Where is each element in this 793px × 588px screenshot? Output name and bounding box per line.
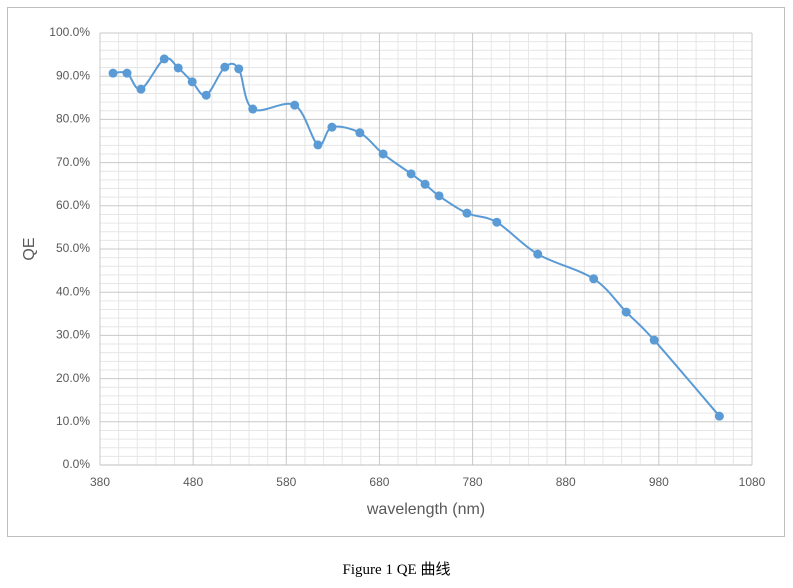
- data-point: [290, 100, 300, 110]
- data-point: [159, 54, 169, 64]
- data-point: [122, 68, 132, 78]
- chart: wavelength (nm) QE 380 480 580 680 780 880 980…: [7, 7, 785, 537]
- y-tick-label: 40.0%: [56, 284, 90, 298]
- y-tick-label: 0.0%: [63, 457, 91, 471]
- data-point: [327, 122, 337, 132]
- data-point: [378, 149, 388, 159]
- data-point: [406, 169, 416, 179]
- chart-frame: [7, 7, 785, 537]
- data-point: [108, 68, 118, 78]
- y-tick-label: 90.0%: [56, 68, 90, 82]
- data-point: [649, 335, 659, 345]
- data-point: [434, 191, 444, 201]
- data-point: [589, 274, 599, 284]
- y-tick-label: 60.0%: [56, 198, 90, 212]
- data-point: [173, 63, 183, 73]
- y-tick-label: 80.0%: [56, 112, 90, 126]
- y-tick-label: 70.0%: [56, 155, 90, 169]
- x-tick-label: 680: [369, 475, 389, 489]
- data-point: [462, 208, 472, 218]
- x-tick-label: 880: [556, 475, 576, 489]
- data-point: [492, 217, 502, 227]
- data-point: [533, 249, 543, 259]
- data-point: [313, 140, 323, 150]
- x-tick-label: 980: [649, 475, 669, 489]
- data-point: [420, 179, 430, 189]
- data-point: [714, 411, 724, 421]
- data-point: [220, 62, 230, 72]
- y-tick-label: 50.0%: [56, 241, 90, 255]
- data-point: [136, 84, 146, 94]
- x-axis-label: wavelength (nm): [366, 501, 485, 518]
- y-tick-label: 20.0%: [56, 371, 90, 385]
- x-tick-label: 580: [276, 475, 296, 489]
- y-axis-label: QE: [21, 237, 38, 260]
- x-tick-label: 380: [90, 475, 110, 489]
- x-tick-label: 780: [463, 475, 483, 489]
- data-point: [248, 104, 258, 114]
- y-tick-label: 100.0%: [49, 25, 90, 39]
- y-tick-label: 10.0%: [56, 414, 90, 428]
- caption: Figure 1 QE 曲线: [342, 562, 451, 578]
- data-point: [355, 128, 365, 138]
- data-point: [187, 77, 197, 87]
- data-point: [201, 90, 211, 100]
- x-tick-label: 480: [183, 475, 203, 489]
- data-point: [621, 307, 631, 317]
- x-tick-label: 1080: [739, 475, 766, 489]
- y-tick-label: 30.0%: [56, 328, 90, 342]
- data-point: [234, 64, 244, 74]
